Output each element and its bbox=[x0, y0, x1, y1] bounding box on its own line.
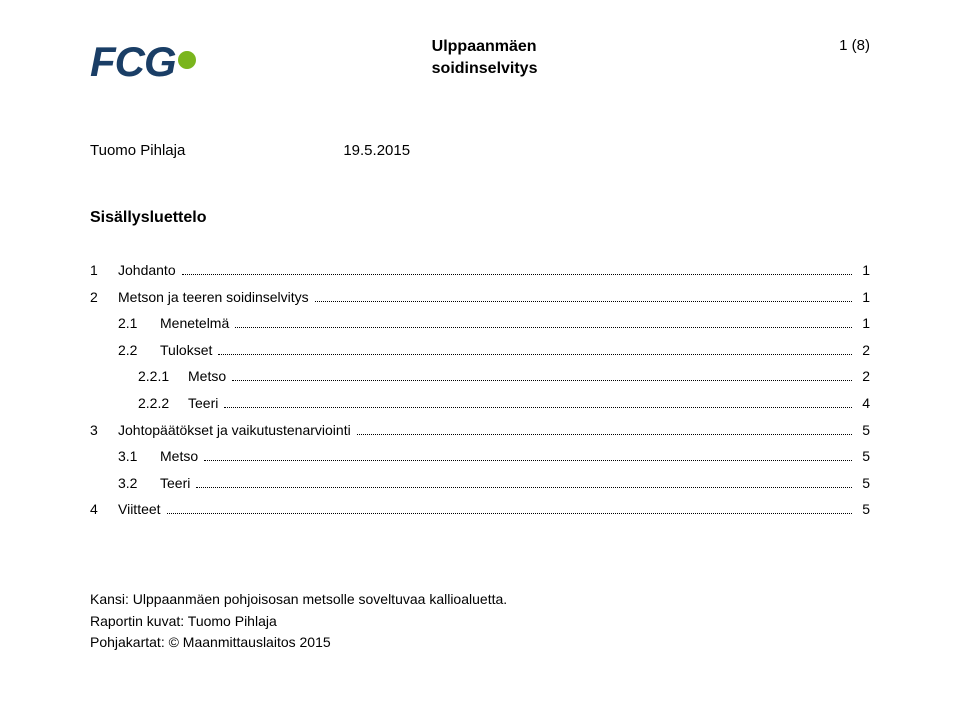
toc-row: 3Johtopäätökset ja vaikutustenarviointi 5 bbox=[90, 417, 870, 444]
toc-heading: Sisällysluettelo bbox=[90, 209, 870, 227]
document-header: FCG Ulppaanmäen soidinselvitys 1 (8) bbox=[90, 36, 870, 86]
toc-label: Viitteet bbox=[118, 496, 161, 523]
toc-row: 3.1Metso 5 bbox=[90, 443, 870, 470]
toc-label: Johtopäätökset ja vaikutustenarviointi bbox=[118, 417, 351, 444]
toc-page: 5 bbox=[856, 417, 870, 444]
document-date: 19.5.2015 bbox=[343, 142, 410, 159]
toc-label: Metson ja teeren soidinselvitys bbox=[118, 284, 309, 311]
toc-page: 5 bbox=[856, 470, 870, 497]
logo-text: FCG bbox=[90, 38, 176, 86]
toc-row: 2.2Tulokset 2 bbox=[90, 337, 870, 364]
toc-row: 2.1Menetelmä 1 bbox=[90, 310, 870, 337]
toc-label: Teeri bbox=[160, 470, 190, 497]
toc-leader bbox=[182, 274, 852, 275]
author-name: Tuomo Pihlaja bbox=[90, 142, 185, 159]
toc-label: Teeri bbox=[188, 390, 218, 417]
toc-label: Metso bbox=[160, 443, 198, 470]
header-title-line2: soidinselvitys bbox=[432, 58, 840, 80]
toc-row: 4Viitteet 5 bbox=[90, 496, 870, 523]
toc-leader bbox=[357, 434, 852, 435]
toc-number: 1 bbox=[90, 257, 118, 284]
toc-page: 1 bbox=[856, 284, 870, 311]
toc-label: Metso bbox=[188, 363, 226, 390]
toc-leader bbox=[167, 513, 852, 514]
header-title-line1: Ulppaanmäen bbox=[432, 36, 840, 58]
toc-label: Tulokset bbox=[160, 337, 212, 364]
toc-number: 2.2.2 bbox=[138, 390, 188, 417]
table-of-contents: 1Johdanto12Metson ja teeren soidinselvit… bbox=[90, 257, 870, 523]
toc-leader bbox=[232, 380, 852, 381]
footer-notes: Kansi: Ulppaanmäen pohjoisosan metsolle … bbox=[90, 589, 870, 654]
footer-line-2: Raportin kuvat: Tuomo Pihlaja bbox=[90, 611, 870, 633]
toc-page: 5 bbox=[856, 443, 870, 470]
logo-dot-icon bbox=[178, 51, 196, 69]
toc-leader bbox=[204, 460, 852, 461]
document-meta: Tuomo Pihlaja 19.5.2015 bbox=[90, 142, 870, 159]
toc-number: 2.1 bbox=[118, 310, 160, 337]
toc-leader bbox=[196, 487, 852, 488]
footer-line-3: Pohjakartat: © Maanmittauslaitos 2015 bbox=[90, 632, 870, 654]
toc-number: 3.2 bbox=[118, 470, 160, 497]
toc-row: 2.2.2Teeri 4 bbox=[90, 390, 870, 417]
logo: FCG bbox=[90, 36, 196, 86]
footer-line-1: Kansi: Ulppaanmäen pohjoisosan metsolle … bbox=[90, 589, 870, 611]
toc-page: 4 bbox=[856, 390, 870, 417]
toc-row: 1Johdanto1 bbox=[90, 257, 870, 284]
toc-page: 2 bbox=[856, 337, 870, 364]
toc-page: 1 bbox=[856, 310, 870, 337]
toc-page: 2 bbox=[856, 363, 870, 390]
toc-leader bbox=[224, 407, 852, 408]
toc-number: 2.2 bbox=[118, 337, 160, 364]
toc-number: 2.2.1 bbox=[138, 363, 188, 390]
toc-number: 4 bbox=[90, 496, 118, 523]
header-title: Ulppaanmäen soidinselvitys bbox=[196, 36, 840, 79]
toc-number: 3 bbox=[90, 417, 118, 444]
toc-label: Menetelmä bbox=[160, 310, 229, 337]
toc-leader bbox=[218, 354, 852, 355]
toc-page: 5 bbox=[856, 496, 870, 523]
toc-page: 1 bbox=[856, 257, 870, 284]
toc-row: 2.2.1Metso 2 bbox=[90, 363, 870, 390]
toc-leader bbox=[235, 327, 852, 328]
toc-row: 2Metson ja teeren soidinselvitys 1 bbox=[90, 284, 870, 311]
toc-label: Johdanto bbox=[118, 257, 176, 284]
toc-number: 3.1 bbox=[118, 443, 160, 470]
toc-row: 3.2Teeri 5 bbox=[90, 470, 870, 497]
toc-leader bbox=[315, 301, 852, 302]
toc-number: 2 bbox=[90, 284, 118, 311]
page-number: 1 (8) bbox=[839, 36, 870, 54]
